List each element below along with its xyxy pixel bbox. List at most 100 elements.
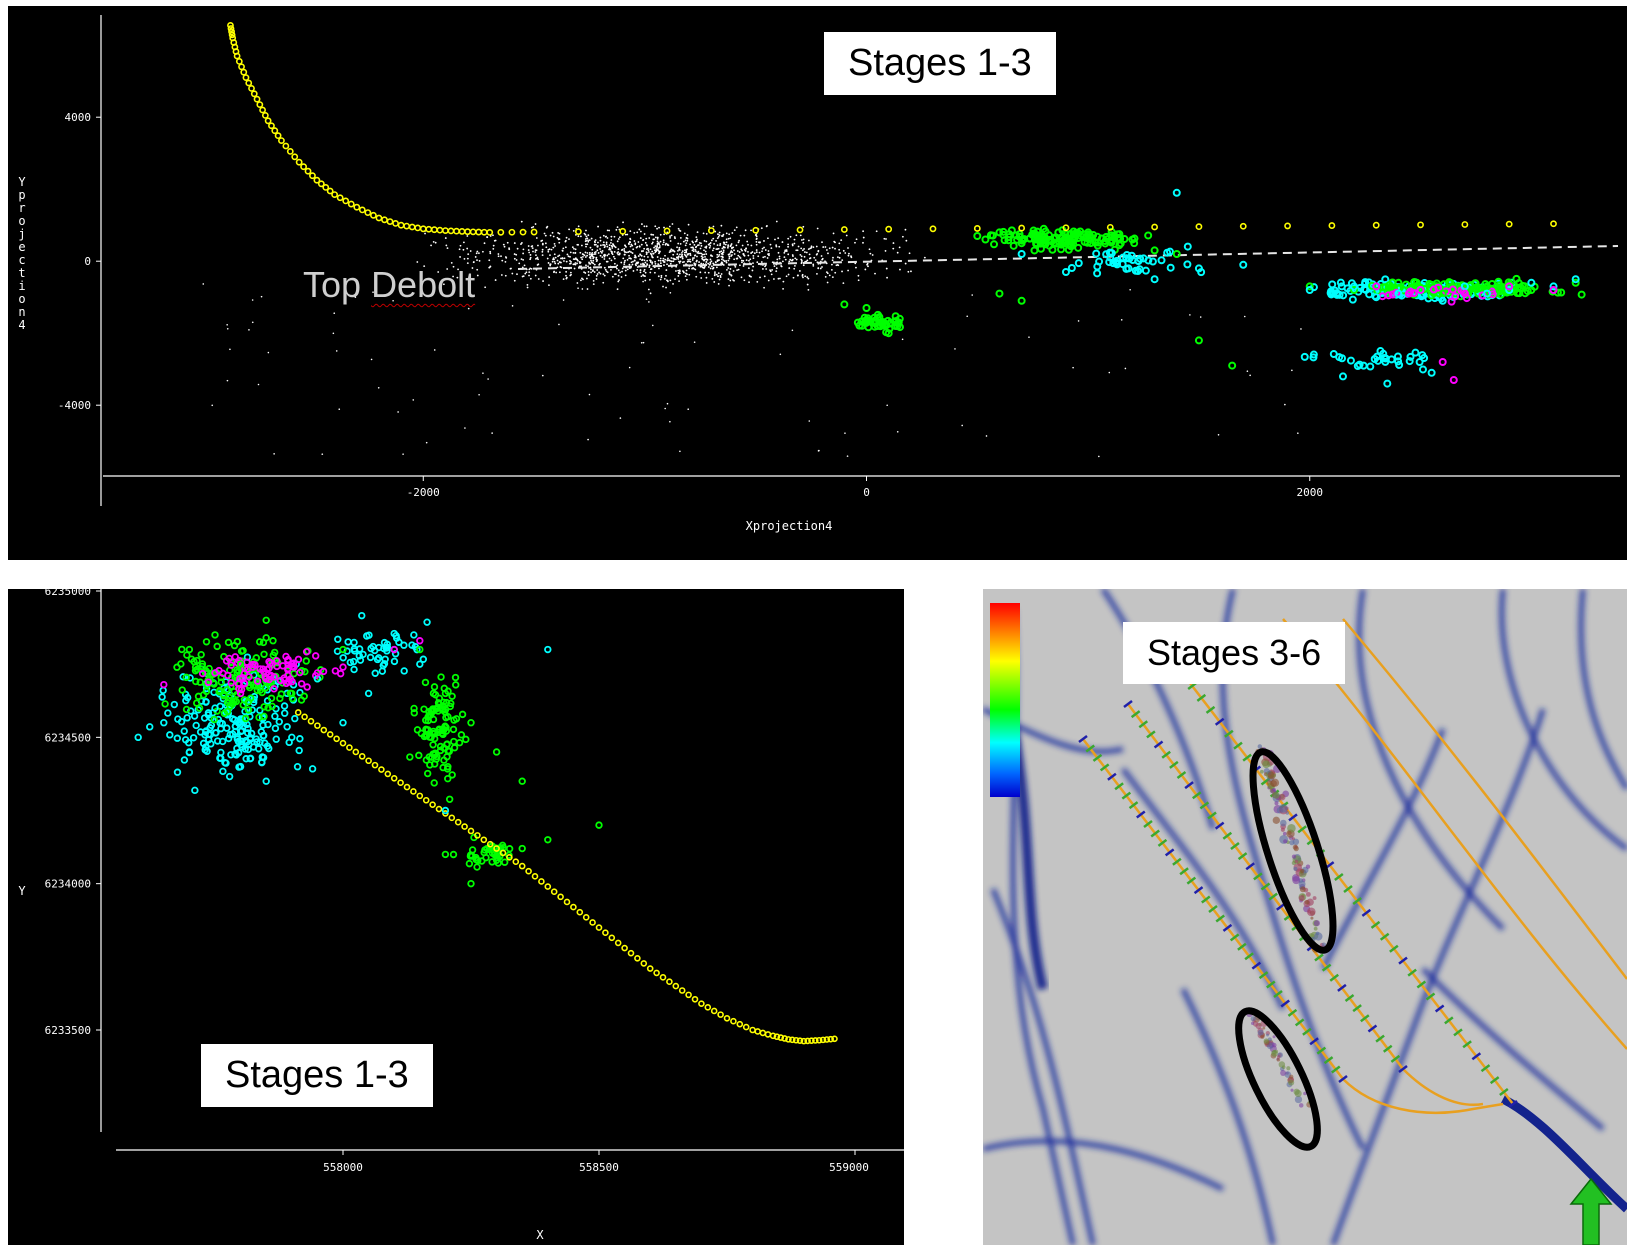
background-event-point — [748, 259, 750, 262]
well-point — [480, 228, 488, 236]
well-point — [804, 1037, 811, 1045]
background-event-point — [488, 266, 491, 269]
well-point — [469, 228, 477, 236]
background-event-point — [588, 261, 590, 264]
stage1-point — [995, 228, 1004, 237]
background-event-point — [782, 280, 785, 283]
background-event-point — [776, 258, 779, 261]
background-event-point — [678, 262, 681, 264]
background-event-point — [580, 244, 583, 247]
stage1-event — [192, 677, 200, 686]
background-event-point — [810, 246, 813, 249]
background-event-point — [1291, 369, 1293, 372]
well-point — [414, 224, 422, 232]
well-point — [646, 965, 654, 972]
background-event-point — [662, 243, 664, 246]
event-sphere — [1300, 868, 1305, 874]
background-event-point — [718, 234, 721, 237]
stage1-event — [439, 706, 447, 714]
well-point — [242, 74, 250, 81]
stage1-event — [264, 704, 272, 712]
stage3-event — [265, 664, 273, 672]
background-event-point — [741, 249, 743, 252]
stage1-event — [450, 744, 459, 752]
background-event-point — [844, 432, 846, 434]
background-event-point — [587, 265, 589, 268]
stage2-event — [291, 714, 299, 723]
background-event-point — [756, 280, 759, 283]
background-event-point — [864, 268, 867, 271]
stage3-event — [312, 652, 320, 660]
background-event-point — [632, 260, 634, 263]
background-event-point — [273, 453, 275, 455]
background-event-point — [884, 250, 887, 252]
stage2-event — [184, 739, 193, 747]
background-event-point — [834, 271, 837, 274]
background-event-point — [699, 252, 702, 255]
stage1-point — [492, 856, 501, 864]
background-event-point — [721, 251, 724, 254]
background-event-point — [705, 260, 708, 263]
well-point — [314, 722, 321, 729]
background-event-point — [563, 260, 565, 262]
background-event-point — [636, 231, 639, 234]
background-event-point — [601, 256, 604, 258]
stage-tick — [1123, 700, 1133, 708]
stage-tick — [1208, 905, 1218, 913]
stage2-event — [177, 717, 186, 726]
well-point — [416, 792, 424, 800]
background-event-point — [770, 247, 773, 250]
stage3-event — [231, 653, 239, 661]
y-tick-label: 4000 — [65, 111, 92, 124]
stage2-event — [207, 740, 215, 748]
stage1-event — [302, 657, 310, 665]
background-event-point — [624, 244, 627, 247]
background-event-point — [528, 274, 530, 277]
event-sphere — [1292, 844, 1298, 850]
background-event-point — [642, 280, 644, 283]
stage1-point — [595, 821, 603, 829]
background-event-point — [654, 260, 656, 263]
background-event-point — [595, 278, 598, 280]
background-event-point — [665, 274, 667, 277]
background-event-point — [802, 276, 804, 279]
background-event-point — [731, 232, 734, 234]
well-point — [295, 158, 303, 166]
stage2-event — [1415, 358, 1424, 367]
background-event-point — [606, 260, 609, 263]
well-point — [736, 1020, 744, 1028]
stage1-event — [1115, 230, 1124, 239]
stage3-point — [262, 675, 270, 683]
background-event-point — [755, 249, 758, 251]
background-event-point — [630, 243, 633, 246]
well-point — [425, 225, 433, 233]
background-event-point — [805, 251, 808, 254]
stage2-event — [296, 688, 304, 697]
background-event-point — [586, 277, 588, 280]
stage1-point — [1128, 235, 1137, 244]
well-point — [458, 228, 466, 235]
stage2-event — [211, 729, 220, 737]
well-point — [381, 216, 388, 224]
background-event-point — [617, 280, 620, 283]
stage3-event — [282, 679, 291, 688]
background-event-point — [720, 255, 723, 258]
stage1-point — [1106, 237, 1115, 246]
stage-tick — [1343, 885, 1353, 893]
well-point — [602, 929, 609, 936]
stage2-event — [1093, 269, 1102, 278]
background-event-point — [595, 256, 598, 259]
well-point — [261, 112, 269, 119]
background-event-point — [592, 283, 595, 286]
background-event-point — [791, 258, 794, 261]
background-event-point — [1077, 320, 1080, 322]
well-point — [429, 801, 436, 808]
background-event-point — [597, 252, 600, 254]
background-event-point — [737, 241, 740, 244]
stage1-point — [1305, 282, 1314, 291]
background-event-point — [766, 257, 769, 259]
stage1-event — [466, 851, 475, 859]
background-event-point — [649, 268, 652, 271]
stage1-event — [1052, 239, 1061, 248]
well-point — [326, 187, 334, 195]
